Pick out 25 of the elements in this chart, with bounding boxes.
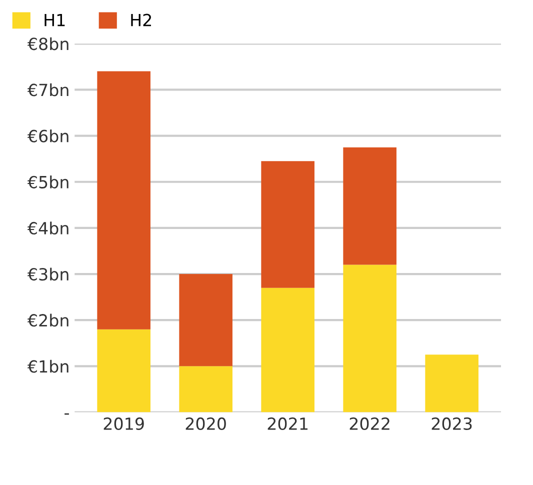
bar [261, 288, 314, 412]
y-tick-label: €8bn [27, 37, 68, 50]
y-tick-label: €6bn [27, 129, 68, 142]
bar [425, 354, 478, 412]
x-tick-label: 2023 [432, 417, 472, 430]
x-tick-label: 2022 [350, 417, 390, 430]
y-tick-label: €3bn [27, 268, 68, 281]
y-tick-label: €5bn [27, 176, 68, 188]
y-tick-label: €2bn [27, 314, 68, 327]
y-tick-label: €1bn [27, 360, 68, 373]
bar [179, 274, 232, 366]
x-tick-label: 2019 [104, 417, 144, 430]
bar [179, 366, 232, 412]
x-tick-label: 2021 [268, 417, 308, 430]
bar [97, 329, 150, 412]
bar [97, 71, 150, 330]
y-tick-label: €4bn [27, 222, 68, 235]
legend-label: H1 [44, 14, 65, 26]
bar [343, 147, 396, 265]
bar [343, 264, 396, 412]
x-tick-label: 2020 [186, 417, 226, 430]
y-tick-label: - [64, 413, 69, 415]
y-tick-label: €7bn [27, 83, 68, 96]
bar [261, 161, 314, 288]
legend-label: H2 [131, 14, 151, 26]
